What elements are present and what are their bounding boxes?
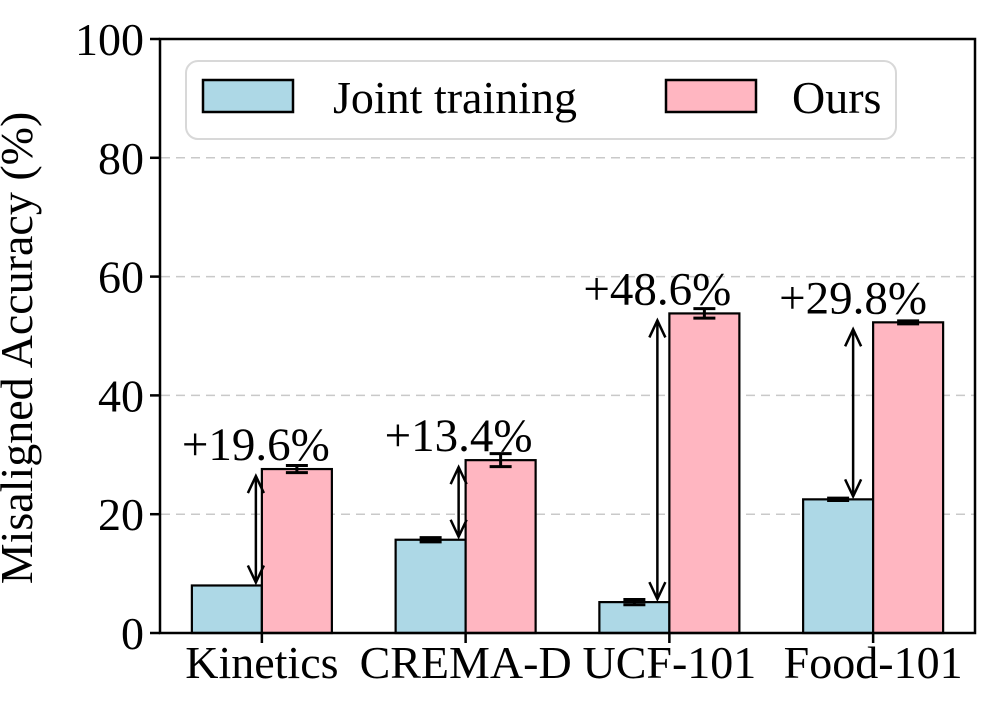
y-axis-label: Misaligned Accuracy (%): [0, 112, 42, 585]
bar-joint-training-kinetics: [190, 584, 263, 635]
y-tick-label: 20: [98, 489, 144, 540]
plot-border: [158, 37, 977, 635]
x-tick-label-food-101: Food-101: [784, 637, 963, 688]
legend-swatch-ours: [664, 78, 758, 114]
x-tick-label-ucf-101: UCF-101: [582, 637, 756, 688]
bar-joint-training-crema-d: [394, 538, 467, 635]
gain-annotation: +19.6%: [182, 419, 330, 471]
gain-annotation: +13.4%: [385, 410, 533, 462]
gain-annotation: +48.6%: [583, 263, 731, 315]
y-tick-label: 100: [75, 14, 144, 65]
y-tick-label: 0: [121, 608, 144, 659]
gain-arrow-head-down: [449, 519, 468, 540]
bar-ours-kinetics: [260, 467, 333, 635]
x-tick-label-crema-d: CREMA-D: [360, 637, 572, 688]
gain-arrow-head-down: [246, 564, 266, 586]
y-tick-label: 60: [98, 252, 144, 303]
gain-arrow-head-up: [246, 473, 266, 494]
gain-arrow-head-down: [843, 478, 863, 500]
x-tick-label-kinetics: Kinetics: [185, 637, 338, 688]
gain-arrow-head-up: [843, 326, 863, 347]
bar-ours-crema-d: [464, 459, 537, 635]
legend-label-ours: Ours: [792, 72, 881, 123]
y-tick-label: 80: [98, 133, 144, 184]
bar-joint-training-ucf-101: [598, 601, 671, 635]
gain-arrow-head-up: [449, 464, 468, 485]
bar-joint-training-food-101: [802, 498, 875, 635]
bar-ours-food-101: [872, 321, 945, 635]
gain-arrow-head-down: [648, 581, 667, 603]
gain-annotation: +29.8%: [779, 272, 927, 324]
y-tick-label: 40: [98, 370, 144, 421]
bar-ours-ucf-101: [668, 312, 741, 635]
gain-arrow-head-up: [648, 317, 667, 338]
legend-label-joint-training: Joint training: [333, 72, 577, 123]
legend-swatch-joint-training: [201, 78, 295, 114]
